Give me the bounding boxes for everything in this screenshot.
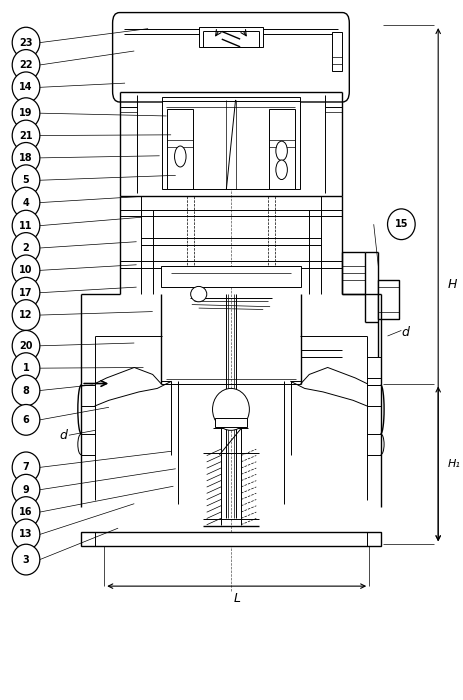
Text: 19: 19 xyxy=(19,108,33,118)
Ellipse shape xyxy=(190,286,206,302)
Ellipse shape xyxy=(12,405,40,435)
Ellipse shape xyxy=(12,475,40,505)
Ellipse shape xyxy=(12,300,40,330)
Text: 12: 12 xyxy=(19,310,33,320)
Ellipse shape xyxy=(12,497,40,527)
Ellipse shape xyxy=(12,165,40,195)
Ellipse shape xyxy=(12,232,40,263)
Text: 23: 23 xyxy=(19,38,33,48)
Text: 8: 8 xyxy=(23,386,29,396)
Ellipse shape xyxy=(275,141,287,161)
Bar xyxy=(198,27,263,47)
Text: 7: 7 xyxy=(23,463,29,473)
Text: 11: 11 xyxy=(19,220,33,230)
Bar xyxy=(161,266,300,287)
Bar xyxy=(268,109,294,189)
FancyBboxPatch shape xyxy=(113,13,349,102)
Ellipse shape xyxy=(174,146,186,167)
Bar xyxy=(377,280,398,318)
Text: 15: 15 xyxy=(394,219,407,229)
Bar xyxy=(162,97,300,189)
Text: 20: 20 xyxy=(19,341,33,351)
Text: 9: 9 xyxy=(23,484,29,495)
Text: d: d xyxy=(59,428,67,442)
Ellipse shape xyxy=(12,255,40,286)
Ellipse shape xyxy=(12,210,40,241)
Bar xyxy=(167,109,193,189)
Bar xyxy=(332,32,342,71)
Ellipse shape xyxy=(12,50,40,80)
Ellipse shape xyxy=(12,353,40,384)
Text: d: d xyxy=(400,326,408,339)
Text: 21: 21 xyxy=(19,130,33,141)
Ellipse shape xyxy=(12,120,40,151)
Text: 6: 6 xyxy=(23,415,29,425)
Text: 22: 22 xyxy=(19,60,33,70)
Ellipse shape xyxy=(12,143,40,174)
Ellipse shape xyxy=(12,98,40,129)
Ellipse shape xyxy=(12,519,40,550)
Text: 2: 2 xyxy=(23,243,29,253)
Ellipse shape xyxy=(12,27,40,58)
Text: 5: 5 xyxy=(23,175,29,186)
Ellipse shape xyxy=(12,452,40,483)
Text: H: H xyxy=(446,278,456,291)
Text: 3: 3 xyxy=(23,554,29,565)
Text: 13: 13 xyxy=(19,529,33,540)
Ellipse shape xyxy=(12,277,40,308)
Ellipse shape xyxy=(12,544,40,575)
Ellipse shape xyxy=(212,389,249,430)
Ellipse shape xyxy=(387,209,414,239)
Bar xyxy=(214,419,246,427)
Text: 17: 17 xyxy=(19,288,33,298)
Text: 1: 1 xyxy=(23,363,29,373)
Text: 10: 10 xyxy=(19,265,33,275)
Ellipse shape xyxy=(275,160,287,179)
Bar xyxy=(81,531,380,545)
Text: 14: 14 xyxy=(19,83,33,92)
Text: 18: 18 xyxy=(19,153,33,163)
Text: L: L xyxy=(233,592,240,606)
Text: H₁: H₁ xyxy=(446,459,459,469)
Ellipse shape xyxy=(12,330,40,361)
Ellipse shape xyxy=(12,72,40,103)
Ellipse shape xyxy=(12,375,40,406)
Ellipse shape xyxy=(12,187,40,218)
Text: 4: 4 xyxy=(23,197,29,208)
Text: 16: 16 xyxy=(19,507,33,517)
